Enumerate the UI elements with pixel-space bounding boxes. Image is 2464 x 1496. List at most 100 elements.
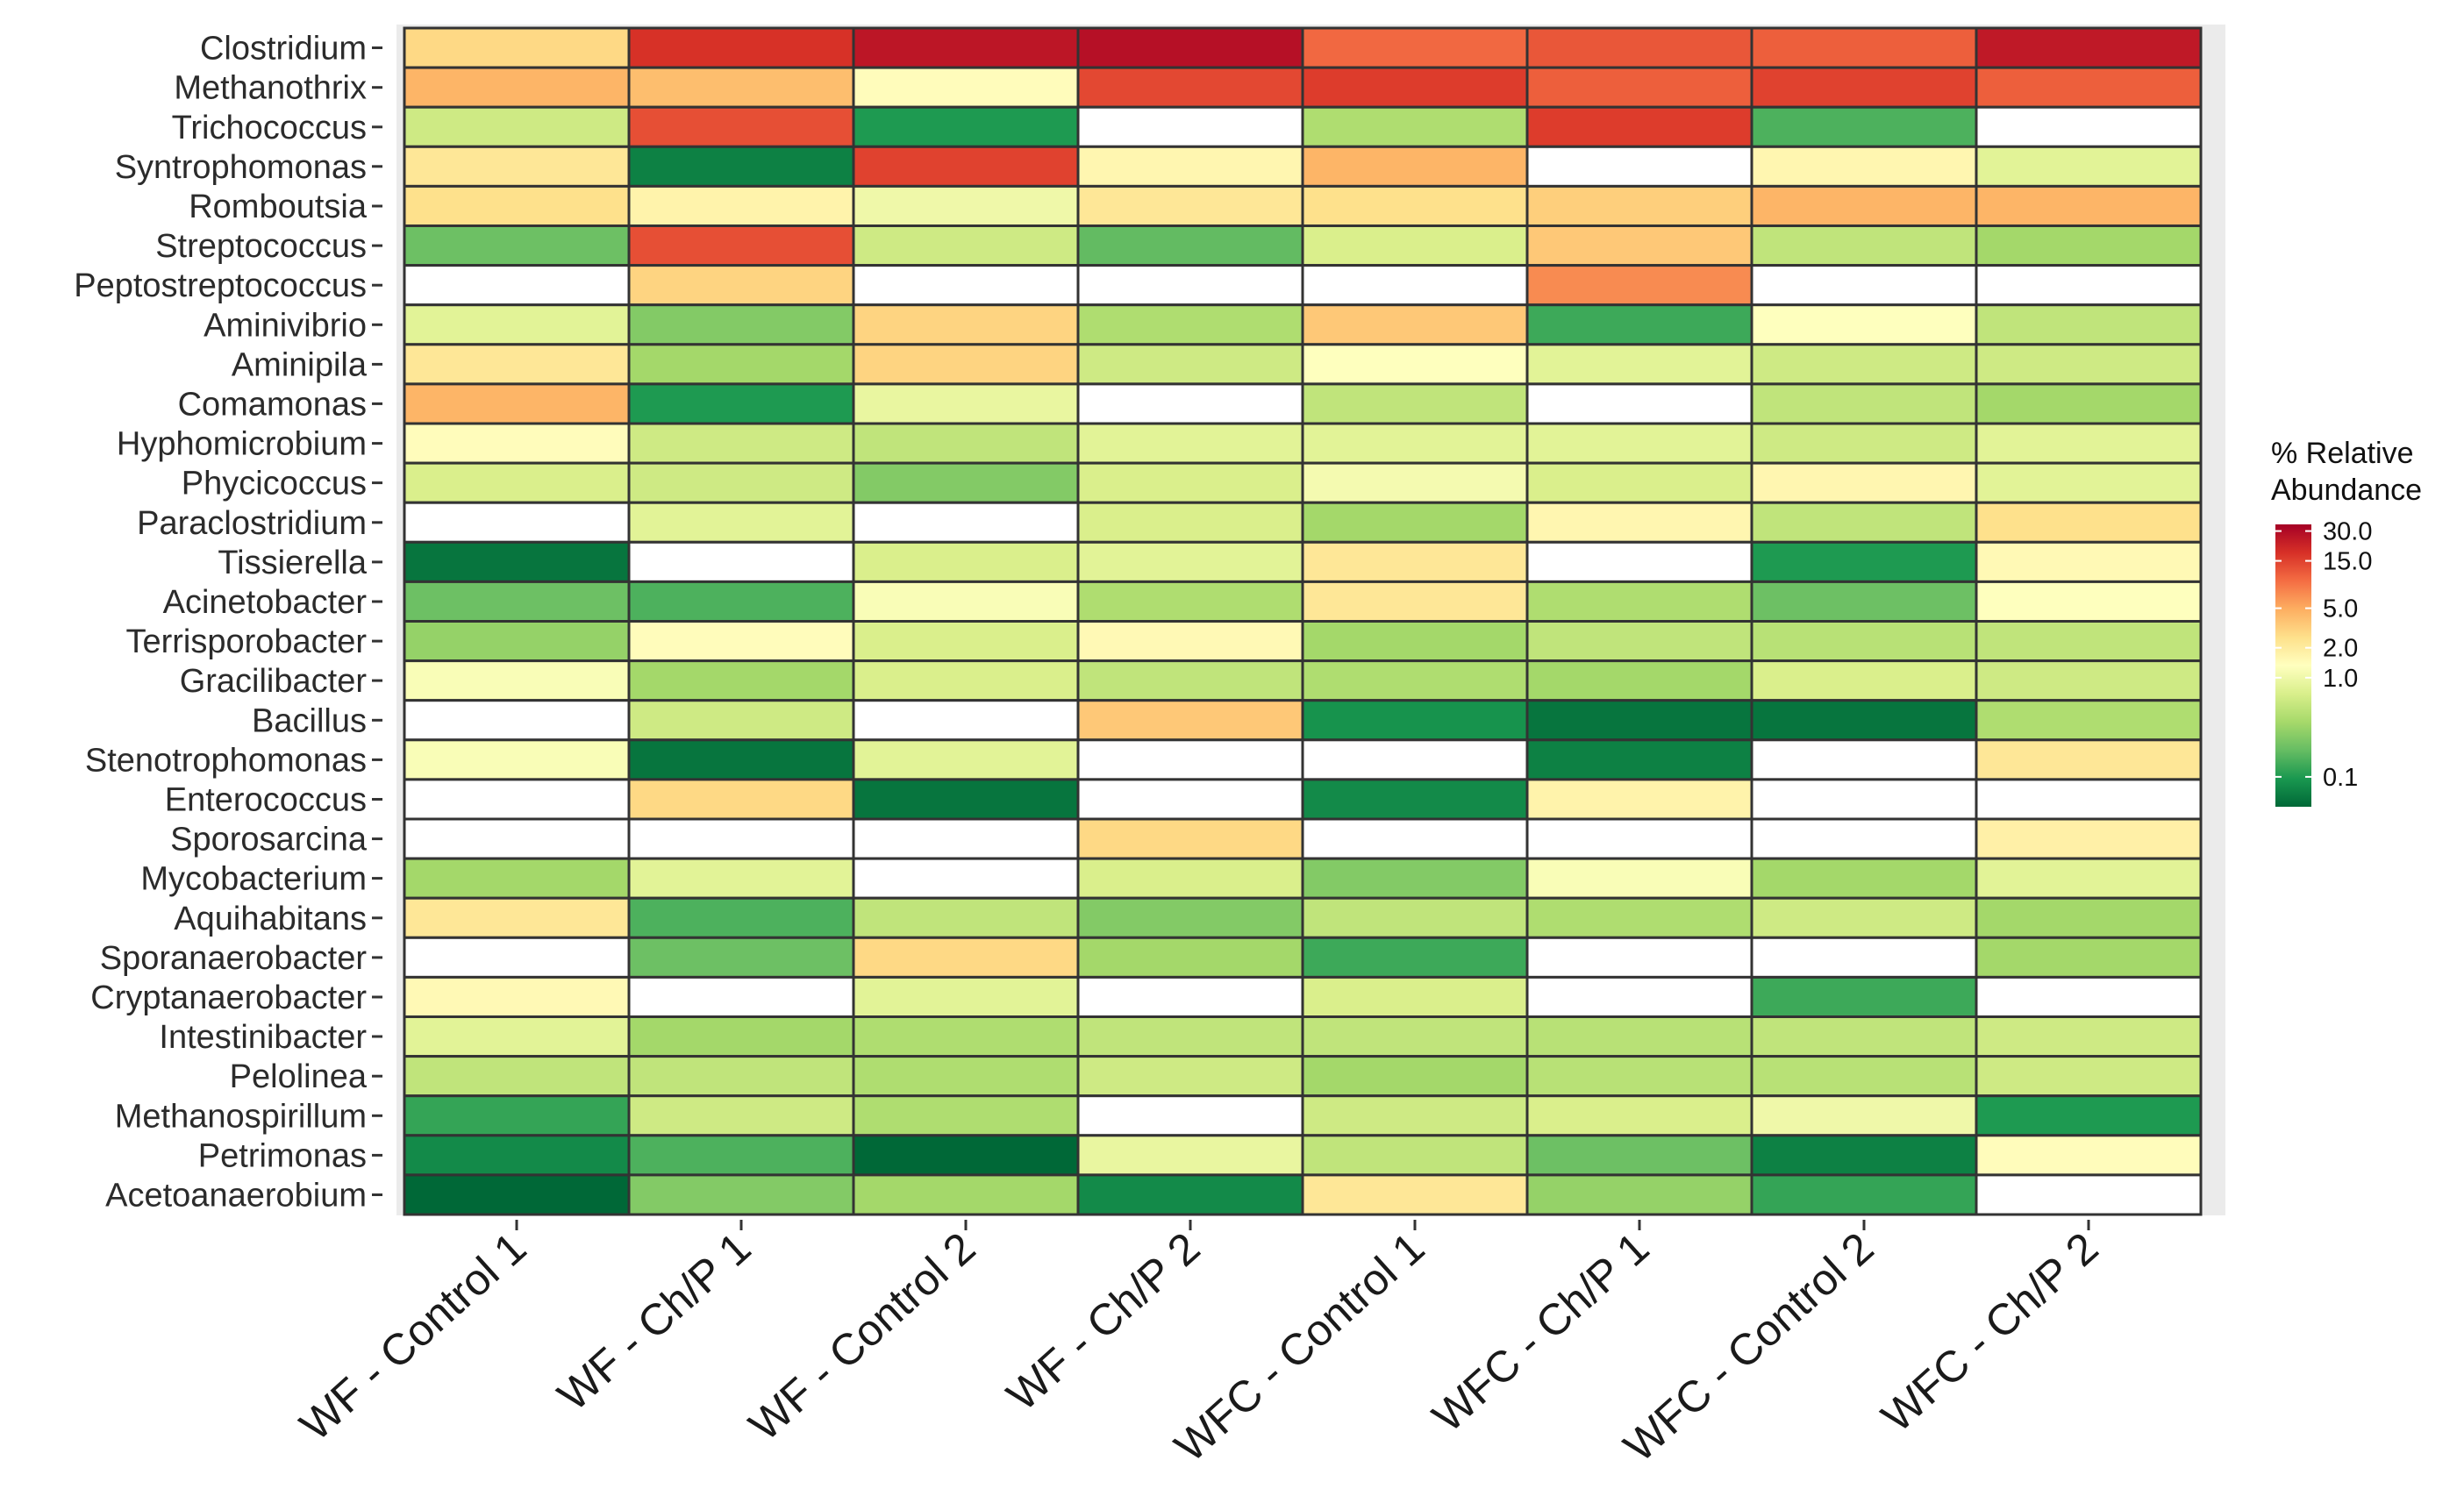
heatmap-cell bbox=[627, 1173, 855, 1216]
heatmap-cell bbox=[1525, 145, 1753, 188]
heatmap-cell bbox=[1750, 224, 1978, 267]
heatmap-cell bbox=[1525, 1094, 1753, 1137]
heatmap-cell bbox=[627, 224, 855, 267]
heatmap-cell bbox=[403, 1015, 631, 1058]
heatmap-cell bbox=[403, 303, 631, 346]
row-label: Aquihabitans bbox=[174, 901, 367, 937]
row-label: Intestinibacter bbox=[159, 1019, 367, 1056]
heatmap-cell bbox=[1301, 422, 1529, 465]
column-label: WF - Ch/P 1 bbox=[548, 1223, 760, 1421]
heatmap-cell bbox=[1301, 343, 1529, 386]
heatmap-cell bbox=[852, 699, 1080, 742]
heatmap-cell bbox=[1525, 659, 1753, 702]
heatmap-cell bbox=[1076, 422, 1304, 465]
heatmap-cell bbox=[1076, 778, 1304, 821]
legend-tick-label: 15.0 bbox=[2323, 548, 2372, 576]
heatmap-cell bbox=[852, 224, 1080, 267]
heatmap-cell bbox=[1076, 105, 1304, 148]
heatmap-cell bbox=[852, 184, 1080, 227]
heatmap-cell bbox=[403, 778, 631, 821]
row-label: Petrimonas bbox=[198, 1137, 367, 1174]
heatmap-cell bbox=[1076, 580, 1304, 623]
heatmap-cell bbox=[1301, 699, 1529, 742]
row-label: Stenotrophomonas bbox=[85, 742, 367, 779]
heatmap-cell bbox=[1975, 184, 2203, 227]
heatmap-cell bbox=[1525, 936, 1753, 979]
heatmap-cell bbox=[1301, 1055, 1529, 1098]
heatmap-cell bbox=[403, 738, 631, 781]
heatmap-cell bbox=[1525, 1015, 1753, 1058]
heatmap-cell bbox=[1525, 1134, 1753, 1177]
heatmap-cell bbox=[1076, 699, 1304, 742]
heatmap-cell bbox=[1975, 896, 2203, 939]
heatmap-cell bbox=[1301, 817, 1529, 860]
heatmap-cell bbox=[627, 303, 855, 346]
heatmap-cell bbox=[403, 26, 631, 69]
heatmap-cell bbox=[1750, 699, 1978, 742]
heatmap-cell bbox=[1301, 1173, 1529, 1216]
legend-tick-label: 30.0 bbox=[2323, 518, 2372, 546]
heatmap-cell bbox=[1301, 145, 1529, 188]
legend-tick-label: 1.0 bbox=[2323, 665, 2358, 693]
heatmap-cell bbox=[627, 184, 855, 227]
heatmap-cell bbox=[1975, 145, 2203, 188]
heatmap-cell bbox=[1076, 1094, 1304, 1137]
row-label: Tissierella bbox=[218, 545, 367, 581]
heatmap-cell bbox=[1301, 501, 1529, 544]
heatmap-cell bbox=[1076, 184, 1304, 227]
heatmap-cell bbox=[1750, 1134, 1978, 1177]
heatmap-cell bbox=[1750, 1094, 1978, 1137]
heatmap-cell bbox=[1750, 184, 1978, 227]
row-label: Phycicoccus bbox=[182, 466, 367, 502]
color-legend: % Relative Abundance 30.015.0 5.0 2.01.0 0.… bbox=[2271, 437, 2422, 807]
row-label: Aminipila bbox=[232, 346, 368, 383]
heatmap-cell bbox=[852, 975, 1080, 1019]
heatmap-cell bbox=[1301, 184, 1529, 227]
heatmap-cell bbox=[1076, 540, 1304, 583]
heatmap-cell bbox=[1975, 1134, 2203, 1177]
heatmap-cell bbox=[1750, 580, 1978, 623]
heatmap-cell bbox=[403, 264, 631, 307]
row-label: Aminivibrio bbox=[204, 307, 367, 344]
heatmap-cell bbox=[1750, 382, 1978, 425]
heatmap-cell bbox=[852, 1094, 1080, 1137]
heatmap-cell bbox=[1750, 66, 1978, 109]
heatmap-cell bbox=[852, 501, 1080, 544]
heatmap-cell bbox=[1750, 303, 1978, 346]
heatmap-cell bbox=[1301, 264, 1529, 307]
heatmap-cell bbox=[403, 699, 631, 742]
heatmap-cell bbox=[1750, 778, 1978, 821]
column-label: WF - Control 2 bbox=[739, 1223, 984, 1450]
column-label: WF - Control 1 bbox=[290, 1223, 535, 1450]
heatmap-cell bbox=[627, 422, 855, 465]
row-label: Trichococcus bbox=[172, 110, 367, 146]
heatmap-cell bbox=[1525, 184, 1753, 227]
heatmap-cell bbox=[627, 1055, 855, 1098]
heatmap-cell bbox=[1301, 620, 1529, 663]
heatmap-cell bbox=[403, 659, 631, 702]
heatmap-cell bbox=[627, 896, 855, 939]
legend-colorbar bbox=[2275, 524, 2311, 807]
heatmap-cell bbox=[1301, 1015, 1529, 1058]
heatmap-cell bbox=[1525, 1173, 1753, 1216]
heatmap-cell bbox=[1975, 461, 2203, 504]
row-label: Enterococcus bbox=[165, 782, 367, 819]
heatmap-cell bbox=[1525, 778, 1753, 821]
heatmap-cell bbox=[627, 738, 855, 781]
heatmap-cell bbox=[1525, 738, 1753, 781]
heatmap-cell bbox=[1525, 461, 1753, 504]
heatmap-cell bbox=[1975, 1173, 2203, 1216]
heatmap-cell bbox=[403, 540, 631, 583]
row-label: Romboutsia bbox=[189, 189, 368, 225]
heatmap-cell bbox=[627, 778, 855, 821]
heatmap-cell bbox=[1525, 1055, 1753, 1098]
row-labels: ClostridiumMethanothrixTrichococcusSyntr… bbox=[74, 31, 382, 1215]
heatmap-cell bbox=[1975, 66, 2203, 109]
heatmap-cell bbox=[1076, 1055, 1304, 1098]
heatmap-cell bbox=[1301, 224, 1529, 267]
heatmap-cell bbox=[1301, 66, 1529, 109]
heatmap-cell bbox=[1301, 382, 1529, 425]
row-label: Sporanaerobacter bbox=[100, 940, 368, 977]
heatmap-cell bbox=[1975, 857, 2203, 900]
